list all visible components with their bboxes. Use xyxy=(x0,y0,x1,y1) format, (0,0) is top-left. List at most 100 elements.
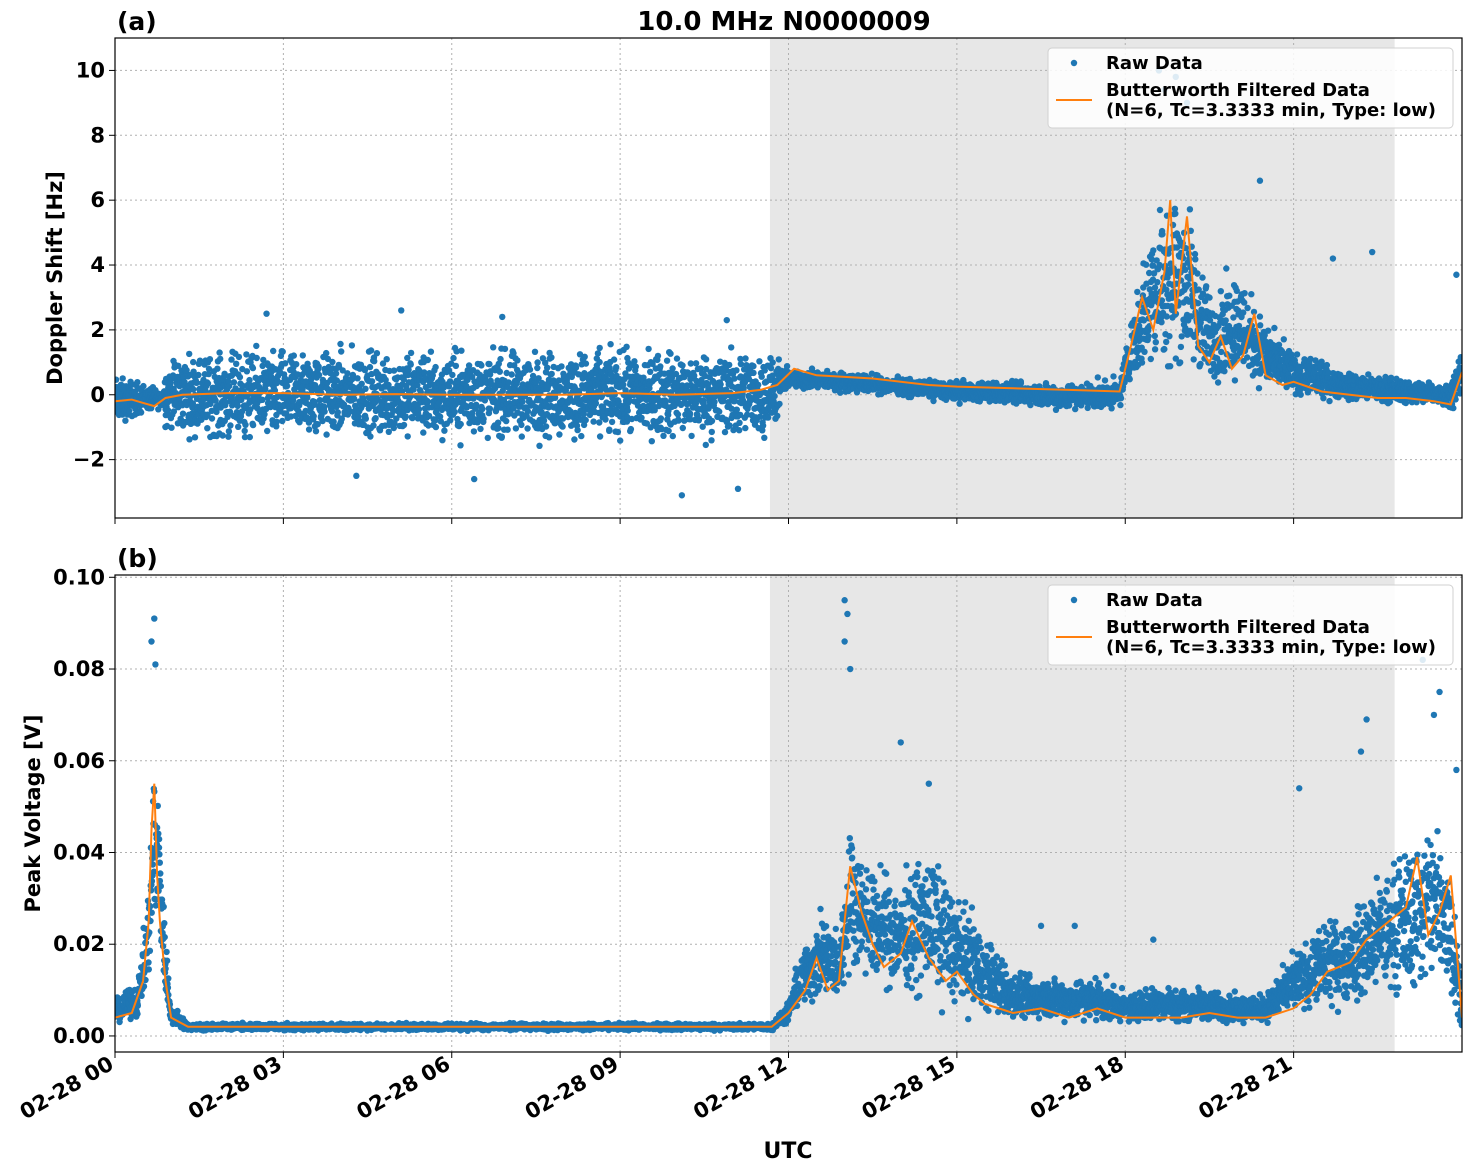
raw-data-point xyxy=(415,405,423,413)
raw-data-point xyxy=(432,423,440,431)
raw-data-point xyxy=(424,397,431,405)
raw-data-point xyxy=(126,407,133,415)
raw-data-point xyxy=(264,427,271,435)
raw-data-point xyxy=(695,416,703,423)
raw-data-point xyxy=(439,437,446,444)
x-axis-label: UTC xyxy=(763,1139,812,1164)
raw-data-point xyxy=(1159,231,1166,238)
raw-data-point xyxy=(247,406,254,413)
raw-data-point xyxy=(225,433,232,440)
raw-data-point xyxy=(542,359,549,366)
raw-data-point xyxy=(1255,385,1263,392)
raw-data-point xyxy=(702,441,709,449)
raw-data-point xyxy=(349,371,357,379)
raw-data-point xyxy=(1138,359,1146,366)
raw-data-point xyxy=(534,359,541,366)
raw-data-point xyxy=(168,424,175,431)
raw-data-point xyxy=(186,350,193,358)
raw-data-point xyxy=(756,358,763,365)
raw-data-point xyxy=(548,354,555,361)
raw-data-point xyxy=(379,360,387,367)
raw-data-point xyxy=(503,417,510,425)
raw-data-point xyxy=(1222,317,1229,324)
raw-data-point xyxy=(671,402,678,410)
raw-data-point xyxy=(261,411,268,418)
raw-data-point xyxy=(339,367,346,374)
raw-data-point xyxy=(402,413,409,420)
raw-data-point xyxy=(708,417,716,425)
raw-data-point xyxy=(529,372,537,380)
raw-data-point xyxy=(490,344,497,351)
raw-data-point xyxy=(175,362,182,369)
raw-data-point xyxy=(657,415,665,422)
raw-data-point xyxy=(602,416,609,423)
raw-data-point xyxy=(274,378,281,385)
raw-data-point xyxy=(551,394,559,401)
raw-data-point xyxy=(323,349,330,357)
raw-data-point xyxy=(249,421,257,429)
raw-data-point xyxy=(728,344,735,351)
raw-data-point xyxy=(312,428,320,435)
raw-data-point xyxy=(196,357,204,364)
raw-data-point xyxy=(649,360,656,368)
raw-data-point xyxy=(354,375,361,382)
raw-data-point xyxy=(391,420,398,427)
raw-data-point xyxy=(1194,270,1201,277)
raw-data-point xyxy=(1323,361,1331,369)
raw-data-point xyxy=(228,356,235,363)
raw-data-point xyxy=(186,436,193,443)
raw-data-point xyxy=(761,434,768,441)
raw-data-point xyxy=(404,354,411,362)
raw-data-point xyxy=(367,347,375,354)
raw-data-point xyxy=(742,355,749,362)
raw-data-point xyxy=(692,360,700,367)
raw-data-point xyxy=(620,381,627,388)
raw-data-point xyxy=(436,413,444,420)
raw-data-point xyxy=(385,428,392,435)
raw-data-point xyxy=(460,395,468,403)
raw-data-point xyxy=(236,373,244,381)
raw-data-point xyxy=(632,363,639,370)
raw-data-point xyxy=(227,422,234,429)
raw-data-point xyxy=(333,377,340,384)
raw-data-point xyxy=(524,408,531,415)
raw-data-point xyxy=(205,370,212,378)
raw-data-point xyxy=(574,426,581,434)
raw-data-point xyxy=(571,436,578,443)
raw-data-point xyxy=(446,378,454,385)
raw-data-point xyxy=(293,361,300,368)
raw-data-point xyxy=(608,418,616,426)
raw-data-point xyxy=(424,356,431,364)
raw-data-point xyxy=(750,369,757,377)
raw-data-point xyxy=(407,361,414,368)
raw-data-point xyxy=(1151,346,1159,353)
raw-data-point xyxy=(756,413,764,420)
raw-data-point xyxy=(647,424,654,431)
raw-data-point xyxy=(716,408,723,415)
raw-data-point xyxy=(607,341,614,348)
raw-data-point xyxy=(290,352,297,359)
raw-data-point xyxy=(470,428,478,435)
raw-data-point xyxy=(723,417,731,424)
raw-data-point xyxy=(531,348,539,355)
raw-data-point xyxy=(473,401,480,408)
raw-data-point xyxy=(362,415,369,422)
raw-data-point xyxy=(737,360,745,368)
raw-data-point xyxy=(1387,374,1395,381)
raw-data-point xyxy=(1110,373,1117,380)
raw-data-point xyxy=(140,382,147,390)
raw-data-point xyxy=(1177,343,1185,351)
raw-data-point xyxy=(1190,356,1197,363)
raw-data-point xyxy=(664,381,671,388)
raw-data-point xyxy=(204,411,211,418)
raw-data-point xyxy=(572,364,580,371)
raw-data-point xyxy=(555,377,563,384)
raw-data-point xyxy=(382,376,389,384)
raw-data-point xyxy=(545,434,553,441)
raw-data-point xyxy=(1178,333,1185,340)
raw-data-point xyxy=(579,375,586,382)
raw-data-point xyxy=(289,397,297,404)
raw-data-point xyxy=(320,403,328,410)
raw-data-point xyxy=(328,408,336,415)
raw-data-point xyxy=(540,417,548,424)
